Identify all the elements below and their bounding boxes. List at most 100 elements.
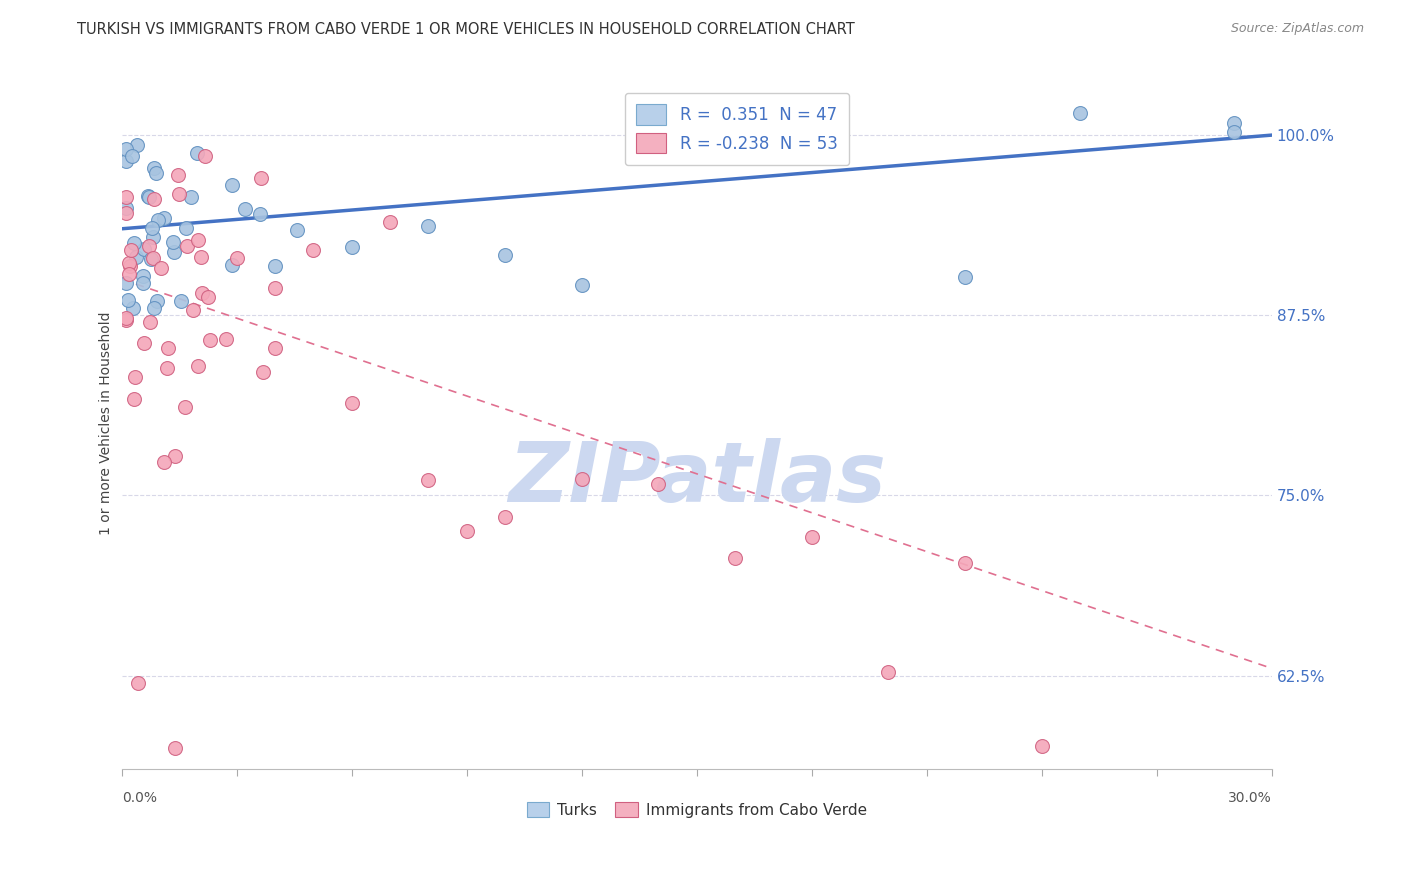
Point [176,239,198,253]
Point [418,219,440,233]
Point [153,455,176,469]
Point [264,341,287,355]
Point [456,524,478,538]
Point [157,342,180,356]
Point [149,260,172,275]
Point [167,187,190,202]
Point [378,215,401,229]
Point [114,153,136,168]
Point [138,190,160,204]
Point [153,211,176,226]
Point [285,223,308,237]
Point [191,285,214,300]
Point [142,161,165,176]
Point [165,740,187,755]
Point [131,276,153,290]
Point [264,281,287,295]
Point [800,138,823,153]
Point [249,207,271,221]
Point [114,276,136,290]
Point [166,168,188,182]
Point [142,230,165,244]
Point [1031,739,1053,753]
Point [118,267,141,281]
Point [124,392,146,406]
Point [114,190,136,204]
Point [647,149,669,163]
Point [132,335,155,350]
Point [302,243,325,257]
Point [138,239,160,253]
Point [114,313,136,327]
Point [187,359,209,374]
Point [165,449,187,463]
Point [214,332,236,346]
Point [114,142,136,156]
Point [418,473,440,487]
Y-axis label: 1 or more Vehicles in Household: 1 or more Vehicles in Household [100,311,114,535]
Point [494,248,516,262]
Point [221,258,243,272]
Point [225,251,247,265]
Text: 30.0%: 30.0% [1229,791,1272,805]
Point [1222,125,1244,139]
Point [163,245,186,260]
Point [132,242,155,256]
Point [114,310,136,325]
Point [156,360,179,375]
Point [877,665,900,679]
Point [198,333,221,347]
Text: Source: ZipAtlas.com: Source: ZipAtlas.com [1230,22,1364,36]
Point [724,551,747,566]
Point [250,170,273,185]
Point [162,235,184,249]
Point [124,370,146,384]
Point [800,530,823,544]
Point [122,235,145,250]
Point [186,146,208,161]
Point [187,233,209,247]
Point [136,189,159,203]
Point [571,472,593,486]
Point [340,240,363,254]
Point [197,290,219,304]
Point [138,315,160,329]
Point [127,675,149,690]
Point [146,293,169,308]
Point [121,148,143,162]
Point [221,178,243,192]
Point [142,252,165,266]
Point [114,201,136,215]
Point [571,278,593,293]
Point [264,260,287,274]
Point [953,269,976,284]
Point [194,149,217,163]
Point [117,256,139,270]
Point [132,268,155,283]
Legend: Turks, Immigrants from Cabo Verde: Turks, Immigrants from Cabo Verde [520,796,873,824]
Point [142,301,165,315]
Point [141,221,163,235]
Text: ZIPatlas: ZIPatlas [508,438,886,519]
Point [118,259,141,273]
Point [125,250,148,264]
Point [127,138,149,153]
Point [121,301,143,315]
Point [181,302,204,317]
Text: TURKISH VS IMMIGRANTS FROM CABO VERDE 1 OR MORE VEHICLES IN HOUSEHOLD CORRELATIO: TURKISH VS IMMIGRANTS FROM CABO VERDE 1 … [77,22,855,37]
Point [233,202,256,217]
Point [953,557,976,571]
Text: 0.0%: 0.0% [122,791,156,805]
Point [120,243,142,257]
Point [647,477,669,491]
Point [173,401,195,415]
Point [1069,106,1091,120]
Point [190,250,212,264]
Point [139,252,162,267]
Point [142,192,165,206]
Point [494,509,516,524]
Point [340,396,363,410]
Point [117,293,139,308]
Point [1222,116,1244,130]
Point [170,294,193,309]
